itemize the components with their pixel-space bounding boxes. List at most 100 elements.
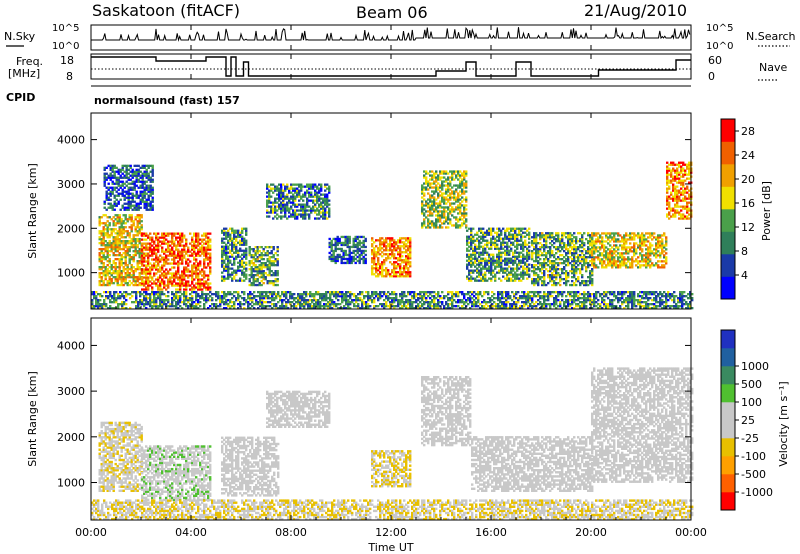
heatmap-cell xyxy=(474,247,477,250)
heatmap-cell xyxy=(516,235,519,238)
heatmap-cell xyxy=(587,250,590,253)
heatmap-cell xyxy=(179,278,182,281)
heatmap-cell xyxy=(316,195,319,198)
heatmap-cell xyxy=(130,270,133,273)
heatmap-cell xyxy=(465,186,468,189)
heatmap-cell xyxy=(619,252,622,255)
heatmap-cell xyxy=(193,278,196,281)
heatmap-cell xyxy=(496,255,499,258)
heatmap-cell xyxy=(260,283,263,287)
heatmap-cell xyxy=(245,243,248,246)
heatmap-cell xyxy=(104,222,107,225)
heatmap-cell xyxy=(524,245,527,248)
heatmap-cell xyxy=(373,255,376,258)
heatmap-cell xyxy=(437,212,440,215)
heatmap-cell xyxy=(266,266,269,269)
heatmap-cell xyxy=(121,168,124,171)
heatmap-cell xyxy=(391,237,394,240)
heatmap-cell xyxy=(597,246,600,249)
heatmap-cell xyxy=(593,252,596,255)
heatmap-cell xyxy=(518,239,521,242)
heatmap-cell xyxy=(264,272,267,275)
heatmap-cell xyxy=(466,237,469,240)
heatmap-cell xyxy=(132,246,135,249)
heatmap-cell xyxy=(110,218,113,221)
heatmap-cell xyxy=(171,272,174,275)
heatmap-cell xyxy=(563,272,566,275)
heatmap-cell xyxy=(561,246,564,249)
heatmap-cell xyxy=(169,244,172,247)
heatmap-cell xyxy=(112,254,115,257)
heatmap-cell xyxy=(421,196,424,199)
heatmap-cell xyxy=(118,274,121,277)
heatmap-cell xyxy=(185,238,188,241)
heatmap-cell xyxy=(147,270,150,273)
heatmap-cell xyxy=(496,253,499,256)
heatmap-cell xyxy=(98,272,101,275)
heatmap-cell xyxy=(421,208,424,211)
heatmap-cell xyxy=(312,183,315,186)
heatmap-cell xyxy=(270,209,273,212)
heatmap-cell xyxy=(348,259,351,263)
heatmap-cell xyxy=(231,241,234,244)
heatmap-cell xyxy=(348,247,351,251)
heatmap-cell xyxy=(465,200,468,203)
heatmap-cell xyxy=(270,264,273,267)
heatmap-cell xyxy=(114,266,117,269)
heatmap-cell xyxy=(179,244,182,247)
heatmap-cell xyxy=(138,260,141,263)
heatmap-cell xyxy=(199,242,202,245)
heatmap-cell xyxy=(472,241,475,244)
heatmap-cell xyxy=(494,239,497,242)
heatmap-cell xyxy=(423,218,426,221)
heatmap-cell xyxy=(665,236,668,239)
heatmap-cell xyxy=(115,170,118,173)
heatmap-cell xyxy=(155,272,158,275)
heatmap-cell xyxy=(557,238,560,241)
heatmap-cell xyxy=(607,248,610,251)
heatmap-cell xyxy=(209,282,212,285)
heatmap-cell xyxy=(114,278,117,281)
heatmap-cell xyxy=(118,232,121,235)
heatmap-cell xyxy=(684,173,687,176)
heatmap-cell xyxy=(122,252,125,255)
heatmap-cell xyxy=(405,237,408,240)
heatmap-cell xyxy=(254,270,257,273)
heatmap-cell xyxy=(134,216,137,219)
heatmap-cell xyxy=(605,258,608,261)
heatmap-cell xyxy=(553,282,556,285)
heatmap-cell xyxy=(502,237,505,240)
heatmap-cell xyxy=(684,197,687,200)
heatmap-cell xyxy=(559,254,562,257)
heatmap-cell xyxy=(522,253,525,256)
heatmap-cell xyxy=(209,266,212,269)
heatmap-cell xyxy=(310,195,313,198)
heatmap-cell xyxy=(205,266,208,269)
heatmap-cell xyxy=(346,243,349,247)
heatmap-cell xyxy=(316,191,319,194)
heatmap-cell xyxy=(167,278,170,281)
heatmap-cell xyxy=(296,203,299,206)
heatmap-cell xyxy=(545,236,548,239)
heatmap-cell xyxy=(449,188,452,191)
heatmap-cell xyxy=(268,189,271,192)
heatmap-cell xyxy=(134,283,137,287)
heatmap-cell xyxy=(225,257,228,260)
heatmap-cell xyxy=(686,201,689,204)
heatmap-cell xyxy=(193,256,196,259)
heatmap-cell xyxy=(100,232,103,235)
heatmap-cell xyxy=(395,273,398,276)
heatmap-cell xyxy=(132,234,135,237)
heatmap-cell xyxy=(676,195,679,198)
heatmap-cell xyxy=(627,234,630,237)
heatmap-cell xyxy=(455,188,458,191)
heatmap-cell xyxy=(486,243,489,246)
heatmap-cell xyxy=(445,190,448,193)
heatmap-cell xyxy=(439,172,442,175)
heatmap-cell xyxy=(375,267,378,270)
heatmap-cell xyxy=(103,172,106,175)
heatmap-cell xyxy=(118,276,121,279)
heatmap-cell xyxy=(173,250,176,253)
heatmap-cell xyxy=(447,172,450,175)
heatmap-cell xyxy=(159,254,162,257)
